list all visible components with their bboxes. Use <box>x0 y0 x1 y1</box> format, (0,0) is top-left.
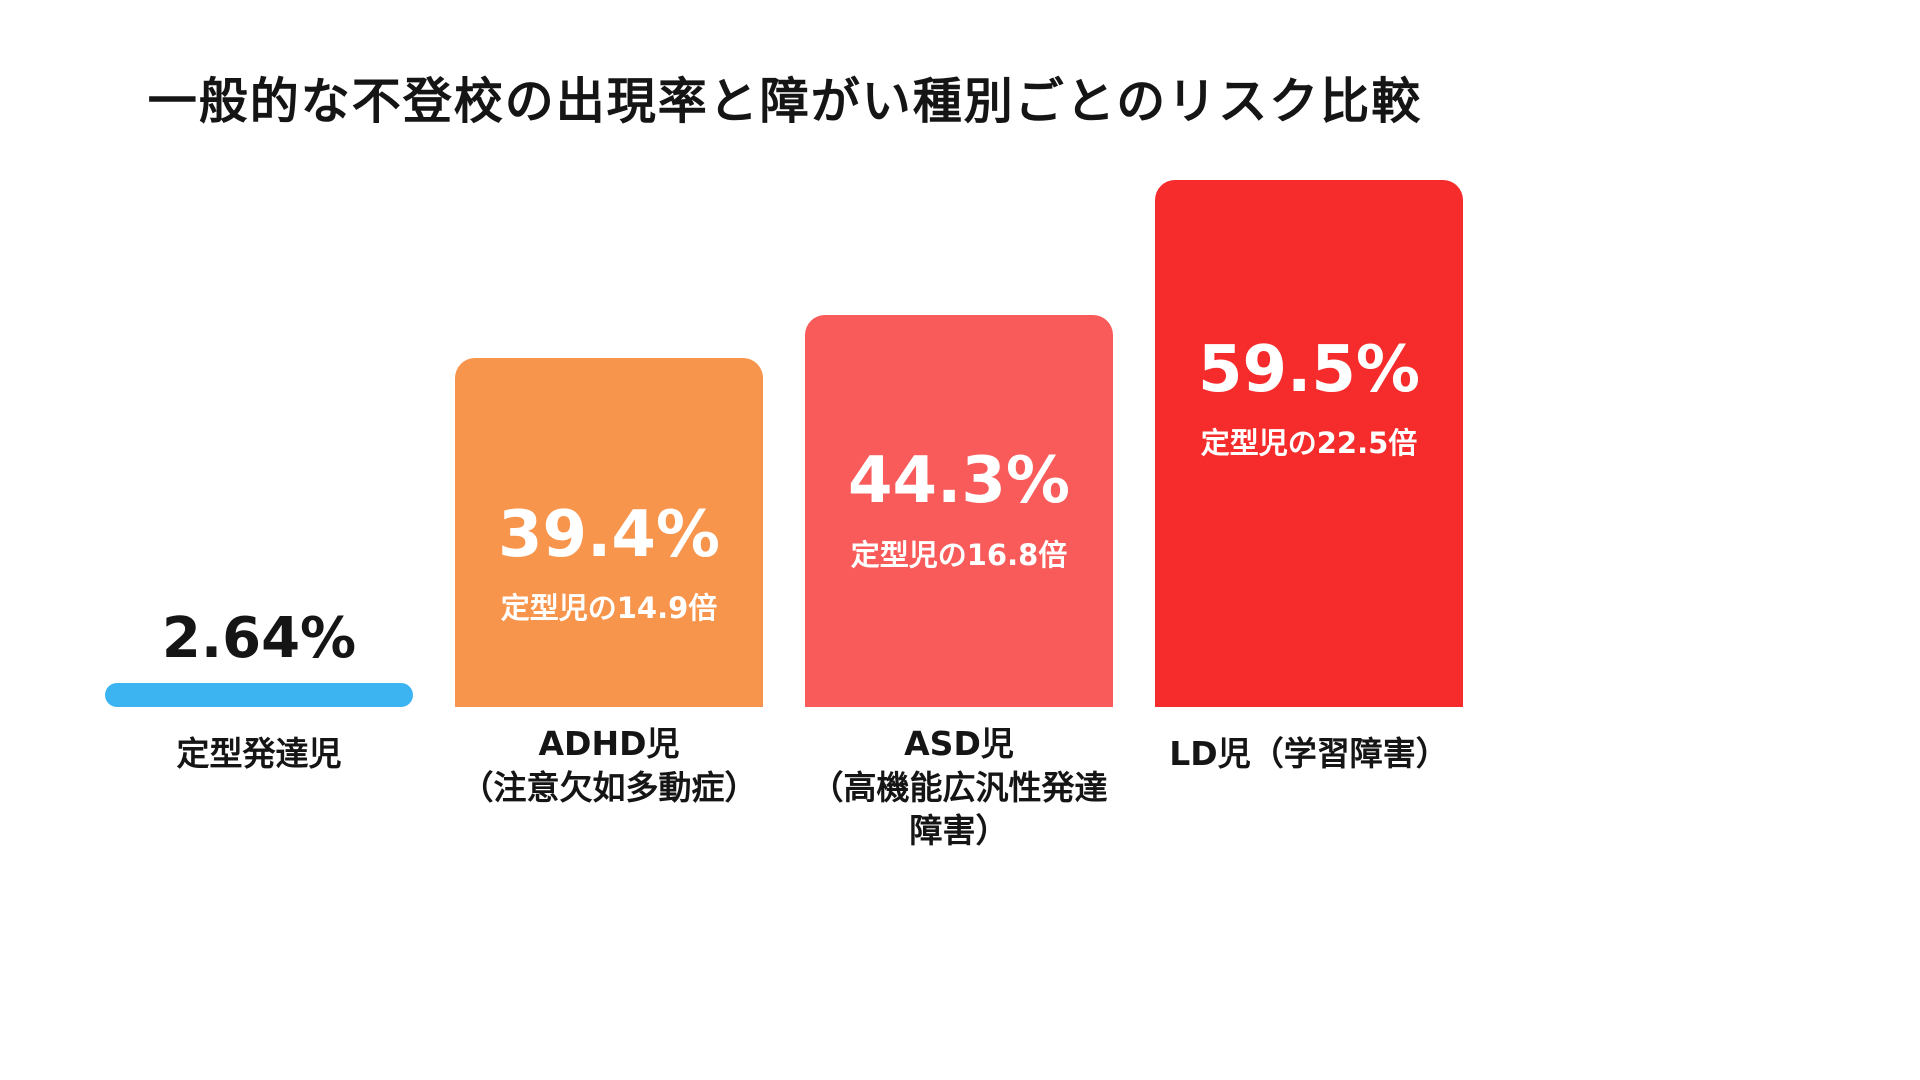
bar-ld: 59.5% 定型児の22.5倍 <box>1155 180 1463 707</box>
category-label-line: （注意欠如多動症） <box>460 767 758 807</box>
category-label-line: ADHD児 <box>538 724 680 763</box>
bar-value-label-adhd: 39.4% <box>497 497 721 572</box>
category-labels-row: 定型発達児 ADHD児 （注意欠如多動症） ASD児 （高機能広汎性発達障害） … <box>105 722 1463 853</box>
bar-group-typical: 2.64% <box>105 140 413 707</box>
plot-area: 2.64% 39.4% 定型児の14.9倍 44.3% 定型児の16.8倍 59… <box>105 140 1463 707</box>
category-label-adhd: ADHD児 （注意欠如多動症） <box>455 722 763 853</box>
category-label-typical: 定型発達児 <box>105 722 413 853</box>
category-label-line: （高機能広汎性発達障害） <box>810 767 1108 851</box>
bar-adhd: 39.4% 定型児の14.9倍 <box>455 358 763 707</box>
bar-group-ld: 59.5% 定型児の22.5倍 <box>1155 140 1463 707</box>
bar-multiplier-label-adhd: 定型児の14.9倍 <box>500 591 718 626</box>
bar-multiplier-label-ld: 定型児の22.5倍 <box>1200 426 1418 461</box>
category-label-line: LD児（学習障害） <box>1169 734 1449 773</box>
bar-asd: 44.3% 定型児の16.8倍 <box>805 315 1113 707</box>
bar-group-asd: 44.3% 定型児の16.8倍 <box>805 140 1113 707</box>
bar-multiplier-label-asd: 定型児の16.8倍 <box>850 537 1068 572</box>
bar-value-label-ld: 59.5% <box>1197 332 1421 407</box>
bar-typical <box>105 683 413 707</box>
bar-group-adhd: 39.4% 定型児の14.9倍 <box>455 140 763 707</box>
category-label-ld: LD児（学習障害） <box>1155 722 1463 853</box>
bar-value-label-asd: 44.3% <box>847 444 1071 519</box>
chart-title: 一般的な不登校の出現率と障がい種別ごとのリスク比較 <box>147 73 1423 130</box>
category-label-asd: ASD児 （高機能広汎性発達障害） <box>805 722 1113 853</box>
bar-value-label-typical: 2.64% <box>161 606 357 671</box>
category-label-line: 定型発達児 <box>176 734 342 773</box>
category-label-line: ASD児 <box>904 724 1014 763</box>
